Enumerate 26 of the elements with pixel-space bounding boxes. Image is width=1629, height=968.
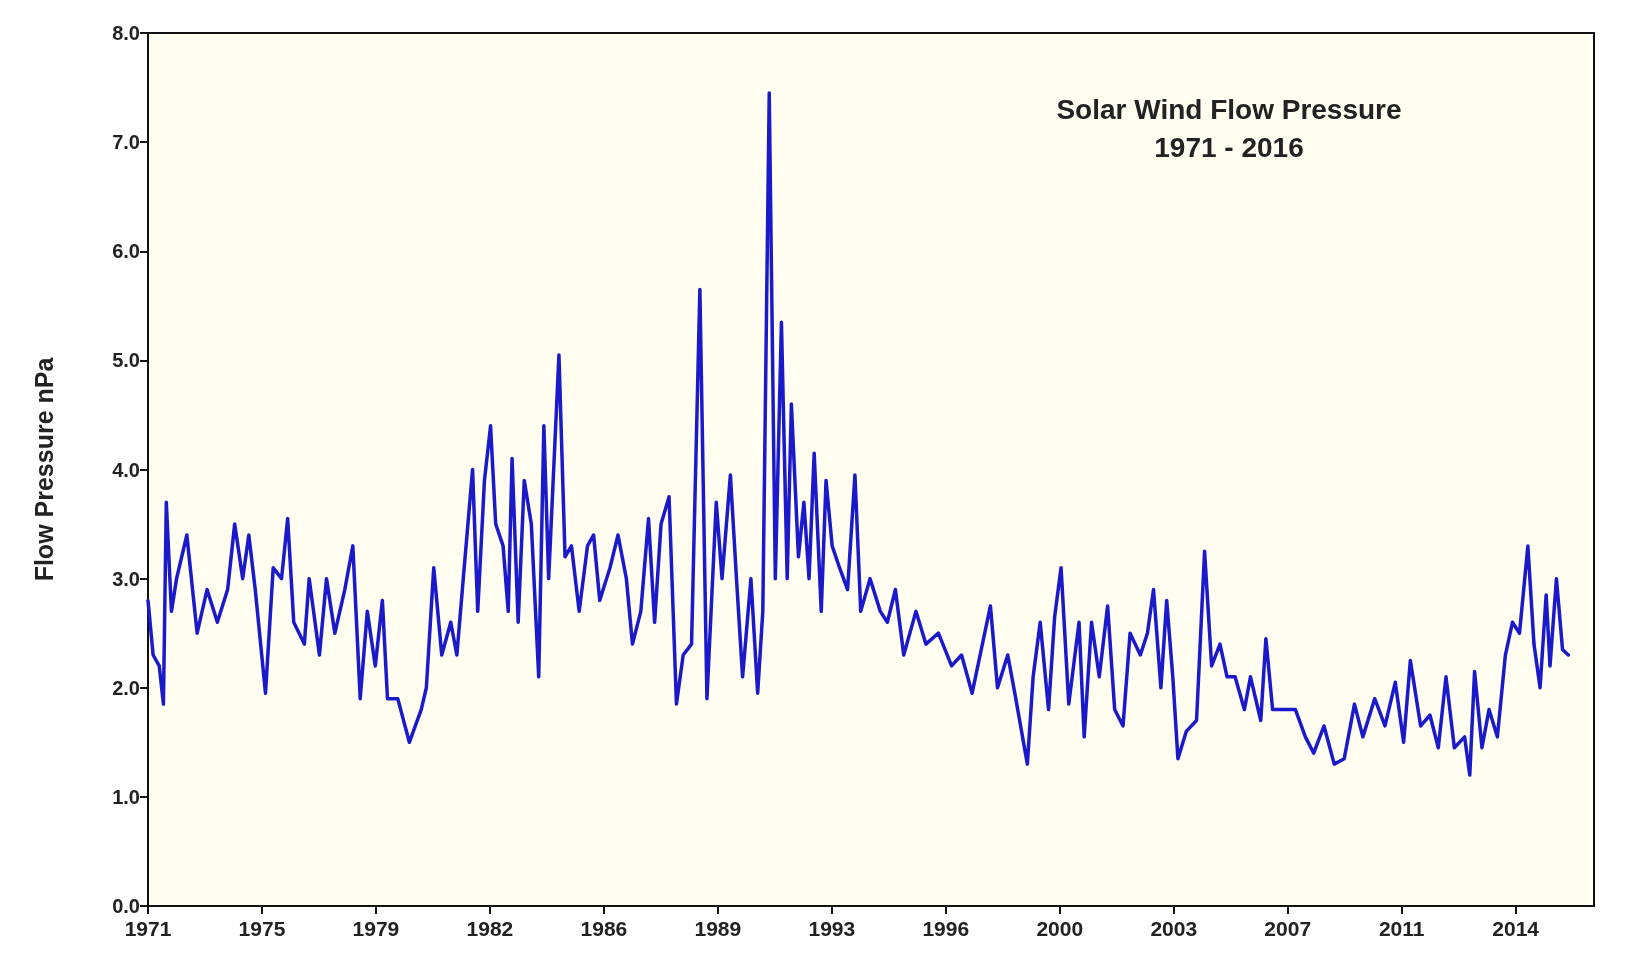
y-tick-label: 2.0 <box>112 676 140 699</box>
x-tick-label: 1989 <box>694 917 742 940</box>
x-tick-label: 1993 <box>808 917 856 940</box>
x-tick-label: 1979 <box>352 917 400 940</box>
x-tick-label: 2011 <box>1378 917 1425 940</box>
y-tick-label: 5.0 <box>112 349 140 372</box>
x-tick-label: 1975 <box>238 917 286 940</box>
x-tick-label: 2007 <box>1264 917 1312 940</box>
x-tick-label: 1996 <box>922 917 970 940</box>
line-series <box>146 91 1571 777</box>
x-tick-label: 1971 <box>124 917 172 940</box>
x-tick-label: 2003 <box>1150 917 1198 940</box>
x-tick-label: 1986 <box>580 917 628 940</box>
y-tick-label: 3.0 <box>112 567 140 590</box>
y-tick-label: 6.0 <box>112 240 140 263</box>
x-tick-label: 2000 <box>1036 917 1084 940</box>
y-tick-label: 4.0 <box>112 458 140 481</box>
y-axis-title: Flow Pressure nPa <box>29 356 58 582</box>
x-tick-label: 2014 <box>1492 917 1540 940</box>
text: Solar Wind Flow Pressure <box>1056 93 1402 125</box>
y-tick-label: 8.0 <box>112 22 140 44</box>
y-tick-label: 1.0 <box>112 785 140 808</box>
y-tick-label: 0.0 <box>112 895 140 917</box>
x-tick-label: 1982 <box>466 917 514 940</box>
y-tick-label: 7.0 <box>112 131 140 154</box>
text: 1971 - 2016 <box>1154 131 1304 163</box>
